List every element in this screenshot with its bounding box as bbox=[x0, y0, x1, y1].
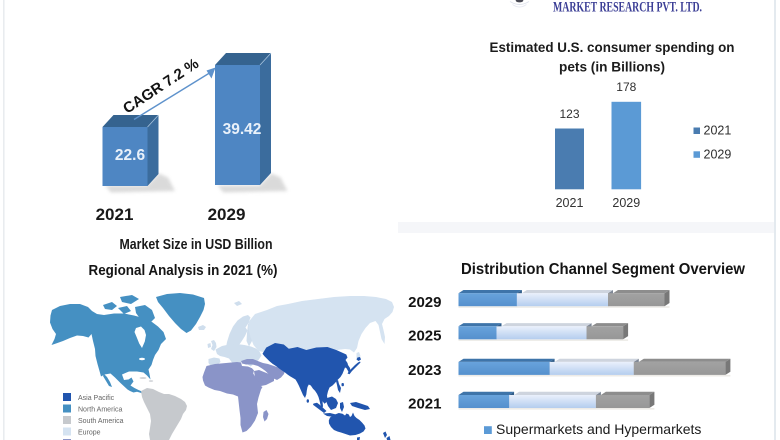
svg-text:Estimated U.S. consumer spendi: Estimated U.S. consumer spending on bbox=[490, 39, 735, 55]
svg-text:MARKET RESEARCH PVT. LTD.: MARKET RESEARCH PVT. LTD. bbox=[553, 0, 702, 16]
svg-text:Distribution Channel Segment O: Distribution Channel Segment Overview bbox=[461, 261, 746, 278]
svg-text:22.6: 22.6 bbox=[115, 147, 146, 164]
svg-text:2029: 2029 bbox=[704, 147, 732, 161]
svg-text:2029: 2029 bbox=[208, 205, 246, 224]
svg-text:2023: 2023 bbox=[408, 362, 441, 379]
svg-text:2021: 2021 bbox=[556, 196, 584, 210]
svg-text:2021: 2021 bbox=[704, 124, 732, 138]
svg-text:2021: 2021 bbox=[408, 396, 441, 413]
svg-text:pets (in Billions): pets (in Billions) bbox=[559, 59, 665, 75]
svg-text:Market Size in USD Billion: Market Size in USD Billion bbox=[120, 237, 273, 253]
svg-text:North America: North America bbox=[78, 407, 122, 414]
svg-text:2029: 2029 bbox=[612, 196, 640, 210]
svg-text:2029: 2029 bbox=[408, 294, 441, 311]
svg-text:123: 123 bbox=[559, 107, 579, 121]
svg-text:39.42: 39.42 bbox=[223, 121, 262, 138]
svg-text:178: 178 bbox=[616, 80, 636, 94]
svg-text:South America: South America bbox=[78, 418, 124, 425]
svg-text:2025: 2025 bbox=[408, 327, 441, 344]
svg-text:Regional Analysis in 2021 (%): Regional Analysis in 2021 (%) bbox=[89, 262, 278, 279]
svg-text:Supermarkets and Hypermarkets: Supermarkets and Hypermarkets bbox=[496, 421, 701, 437]
svg-text:Europe: Europe bbox=[78, 430, 101, 437]
svg-text:2021: 2021 bbox=[96, 205, 134, 224]
svg-text:Asia Pacific: Asia Pacific bbox=[78, 395, 115, 402]
